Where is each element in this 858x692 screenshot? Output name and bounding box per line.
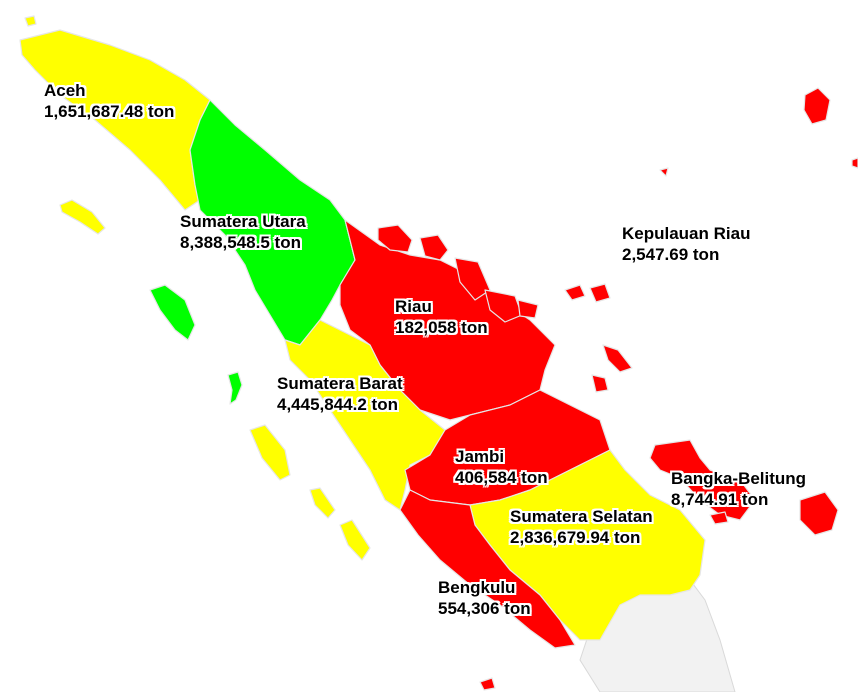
label-babel-value: 8,744.91 ton (671, 490, 769, 509)
label-sumbar: Sumatera Barat 4,445,844.2 ton (277, 373, 403, 415)
kepri-island-bintan[interactable] (589, 283, 611, 303)
label-kepri-name: Kepulauan Riau (622, 224, 751, 243)
label-sumsel: Sumatera Selatan 2,836,679.94 ton (510, 506, 653, 548)
label-kepri-value: 2,547.69 ton (622, 245, 720, 264)
sumut-island-small[interactable] (227, 371, 243, 405)
riau-island-bengkalis[interactable] (419, 234, 449, 261)
bengkulu-shape[interactable] (399, 489, 576, 649)
riau-island-east3[interactable] (517, 299, 539, 319)
province-aceh[interactable] (19, 15, 211, 235)
label-aceh: Aceh 1,651,687.48 ton (44, 80, 174, 122)
label-sumsel-value: 2,836,679.94 ton (510, 528, 641, 547)
province-babel[interactable] (649, 439, 839, 536)
province-bengkulu[interactable] (399, 489, 576, 691)
label-kepri: Kepulauan Riau 2,547.69 ton (622, 223, 750, 265)
riau-island-east2[interactable] (484, 289, 523, 323)
sumbar-island-sipora[interactable] (309, 487, 336, 519)
label-sumut-name: Sumatera Utara (180, 212, 306, 231)
kepri-island-lingga2[interactable] (591, 374, 609, 393)
sumut-island-nias[interactable] (149, 284, 196, 341)
label-jambi: Jambi 406,584 ton (455, 446, 548, 488)
label-babel: Bangka-Belitung 8,744.91 ton (671, 468, 806, 510)
aceh-island-small[interactable] (24, 15, 37, 27)
kepri-island-small1[interactable] (851, 157, 858, 169)
province-kepri[interactable] (564, 87, 858, 393)
label-riau-value: 182,058 ton (395, 318, 488, 337)
kepri-island-lingga1[interactable] (602, 344, 633, 373)
label-jambi-name: Jambi (455, 447, 505, 466)
label-bengkulu-value: 554,306 ton (438, 599, 531, 618)
babel-island-small[interactable] (709, 511, 729, 525)
babel-island-bangka[interactable] (649, 439, 756, 521)
kepri-island-batam[interactable] (564, 284, 586, 301)
label-sumbar-name: Sumatera Barat (277, 374, 403, 393)
sumbar-island-pagai[interactable] (339, 519, 371, 561)
riau-island-east1[interactable] (454, 257, 491, 301)
aceh-island-simeulue[interactable] (59, 199, 106, 235)
babel-island-belitung[interactable] (799, 491, 839, 536)
province-sumbar[interactable] (249, 319, 446, 561)
label-sumut: Sumatera Utara 8,388,548.5 ton (180, 211, 306, 253)
label-bengkulu-name: Bengkulu (438, 578, 516, 597)
label-sumbar-value: 4,445,844.2 ton (277, 395, 398, 414)
sumbar-island-siberut[interactable] (249, 424, 291, 481)
bengkulu-island-enggano[interactable] (479, 677, 496, 691)
label-sumut-value: 8,388,548.5 ton (180, 233, 301, 252)
label-riau-name: Riau (395, 297, 432, 316)
label-babel-name: Bangka-Belitung (671, 469, 807, 488)
label-riau: Riau 182,058 ton (395, 296, 488, 338)
kepri-island-small2[interactable] (659, 167, 669, 177)
sumbar-shape[interactable] (284, 319, 446, 511)
kepri-island-natuna[interactable] (803, 87, 831, 125)
riau-island-rupat[interactable] (377, 224, 413, 253)
label-aceh-value: 1,651,687.48 ton (44, 102, 175, 121)
label-sumsel-name: Sumatera Selatan (510, 507, 653, 526)
label-bengkulu: Bengkulu 554,306 ton (438, 577, 531, 619)
label-aceh-name: Aceh (44, 81, 86, 100)
province-riau[interactable] (339, 219, 556, 421)
label-jambi-value: 406,584 ton (455, 468, 548, 487)
